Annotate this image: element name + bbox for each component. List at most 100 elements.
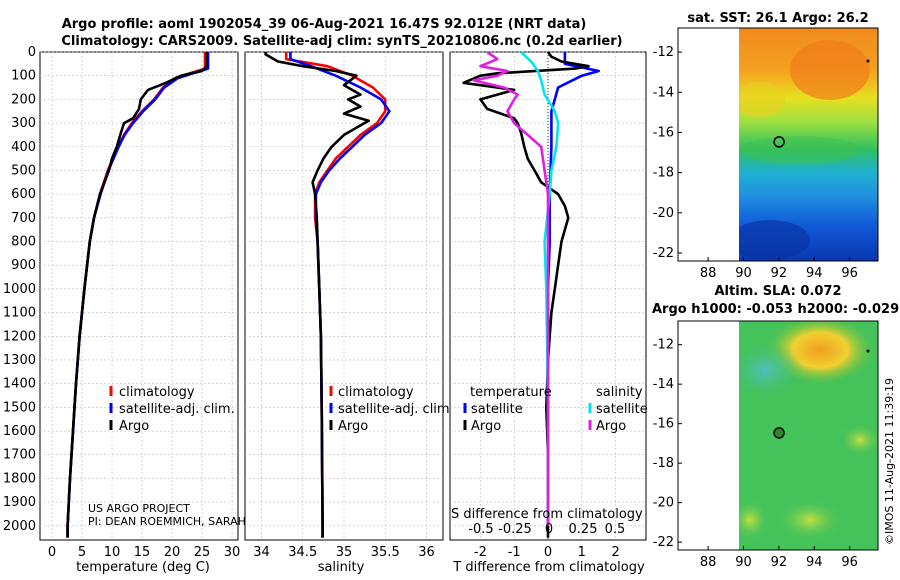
- y-tick-label: 300: [11, 116, 36, 131]
- temperature-panel: 0100200300400500600700800900100011001200…: [3, 45, 246, 575]
- temperature-lines: [66, 52, 210, 538]
- sst-warm-patch: [790, 40, 870, 100]
- y-tick-label: 1200: [3, 329, 36, 344]
- float-location-marker: [773, 136, 785, 148]
- map-y-tick-label: -16: [653, 125, 674, 140]
- map-x-tick-label: 90: [735, 266, 752, 281]
- map-x-tick-label: 88: [700, 555, 717, 570]
- temperature-legend: climatology satellite-adj. clim. Argo: [109, 385, 235, 434]
- depth-tick-labels: 0 100 200 300 400 500 600 700 800 900 1000 1100 1200…: [3, 45, 36, 534]
- y-tick-label: 400: [11, 140, 36, 155]
- salinity-lines: [264, 52, 391, 538]
- difference-tick-labels: -2 -1 0 1 2: [474, 545, 620, 560]
- figure-subtitle: Climatology: CARS2009. Satellite-adj cli…: [61, 34, 622, 49]
- difference-xlabel: T difference from climatology: [452, 560, 645, 575]
- temperature-xlabel: temperature (deg C): [76, 560, 210, 575]
- y-tick-label: 1800: [3, 471, 36, 486]
- salinity-tick-labels: 34 34.5 35 35.5 36: [253, 545, 435, 560]
- map-y-tick-label: -16: [653, 417, 674, 432]
- legend-title: salinity: [596, 385, 643, 400]
- series-line-temperature-argo: [462, 51, 590, 538]
- y-tick-label: 1600: [3, 424, 36, 439]
- legend-title: temperature: [470, 385, 552, 400]
- map-y-tick-label: -20: [653, 496, 674, 511]
- y-tick-label: 1900: [3, 495, 36, 510]
- secondary-xlabel: S difference from climatology: [451, 507, 643, 522]
- map-y-tick-label: -20: [653, 206, 674, 221]
- salinity-legend: climatology satellite-adj. clim. Argo: [329, 385, 454, 434]
- secondary-tick-labels: -0.5 -0.25 0 0.25 0.5: [468, 522, 625, 537]
- y-tick-label: 900: [11, 258, 36, 273]
- x-tick-label: 34: [253, 545, 270, 560]
- sst-map-panel: sat. SST: 26.1 Argo: 26.2 88 90 92 94 96 -12 -…: [653, 11, 879, 281]
- x-tick-label: 20: [164, 545, 181, 560]
- temperature-diff-legend: temperature satellite Argo: [463, 385, 552, 434]
- legend-label: Argo: [471, 419, 501, 434]
- y-tick-label: 1500: [3, 400, 36, 415]
- y-tick-label: 2000: [3, 519, 36, 534]
- float-location-marker: [773, 427, 785, 439]
- x-tick-label: 35: [336, 545, 353, 560]
- sla-map-title: Altim. SLA: 0.072: [715, 284, 842, 299]
- secondary-tick: 0.5: [605, 522, 626, 537]
- difference-panel: -2 -1 0 1 2 T difference from climatology S …: [449, 50, 648, 575]
- sla-yellow-patch: [838, 422, 878, 458]
- temperature-grid: [40, 51, 238, 540]
- y-tick-label: 1100: [3, 306, 36, 321]
- y-tick-label: 600: [11, 187, 36, 202]
- salinity-xlabel: salinity: [318, 560, 365, 575]
- salinity-panel: 34 34.5 35 35.5 36 salinity climatology sate…: [244, 51, 454, 575]
- secondary-tick: -0.25: [498, 522, 532, 537]
- sla-field: [739, 321, 878, 550]
- sst-field: [739, 28, 878, 261]
- x-tick-label: 0: [544, 545, 552, 560]
- y-tick-label: 700: [11, 211, 36, 226]
- x-tick-label: 10: [104, 545, 121, 560]
- map-y-tick-label: -14: [653, 377, 674, 392]
- legend-label: satellite: [596, 402, 648, 417]
- x-tick-label: 25: [194, 545, 211, 560]
- x-tick-label: 5: [78, 545, 86, 560]
- secondary-tick: -0.5: [468, 522, 493, 537]
- sst-small-dot: [866, 59, 870, 63]
- y-tick-label: 1700: [3, 448, 36, 463]
- sst-yellow-patch: [739, 82, 785, 118]
- sla-map-ticks: 88 90 92 94 96 -12 -14 -16 -18 -20 -22: [653, 338, 858, 570]
- imos-watermark: ©IMOS 11-Aug-2021 11:39:19: [883, 378, 896, 545]
- x-tick-label: -1: [508, 545, 521, 560]
- sla-yellow-patch: [739, 498, 770, 542]
- y-tick-label: 100: [11, 69, 36, 84]
- sst-map-border: [677, 27, 879, 262]
- map-x-tick-label: 88: [700, 266, 717, 281]
- map-y-tick-label: -22: [653, 246, 674, 261]
- x-tick-label: 36: [418, 545, 435, 560]
- salinity-diff-legend: salinity satellite Argo: [588, 385, 648, 434]
- salinity-grid: [245, 51, 443, 540]
- legend-satellite-label: satellite-adj. clim.: [338, 402, 454, 417]
- y-tick-label: 1300: [3, 353, 36, 368]
- x-tick-label: 30: [224, 545, 241, 560]
- legend-argo-label: Argo: [119, 419, 149, 434]
- sla-small-dot: [866, 349, 870, 353]
- x-tick-label: 35.5: [371, 545, 400, 560]
- project-name: US ARGO PROJECT: [88, 502, 190, 515]
- temperature-tick-labels: 0 5 10 15 20 25 30: [48, 545, 240, 560]
- sla-map-border: [677, 320, 879, 551]
- map-y-tick-label: -12: [653, 45, 674, 60]
- difference-lines: [462, 50, 601, 538]
- legend-label: satellite: [471, 402, 523, 417]
- x-tick-label: 0: [48, 545, 56, 560]
- map-x-tick-label: 92: [771, 555, 788, 570]
- x-tick-label: 2: [611, 545, 619, 560]
- x-tick-label: 34.5: [288, 545, 317, 560]
- series-line-salinity-argo: [472, 50, 550, 526]
- map-y-tick-label: -18: [653, 166, 674, 181]
- series-line-argo: [66, 52, 209, 538]
- legend-argo-label: Argo: [338, 419, 368, 434]
- map-y-tick-label: -12: [653, 338, 674, 353]
- sla-map-panel: Altim. SLA: 0.072 Argo h1000: -0.053 h20…: [652, 284, 899, 570]
- series-line-argo: [264, 52, 371, 538]
- legend-satellite-label: satellite-adj. clim.: [119, 402, 235, 417]
- x-tick-label: 1: [578, 545, 586, 560]
- sla-yellow-patch: [775, 498, 845, 542]
